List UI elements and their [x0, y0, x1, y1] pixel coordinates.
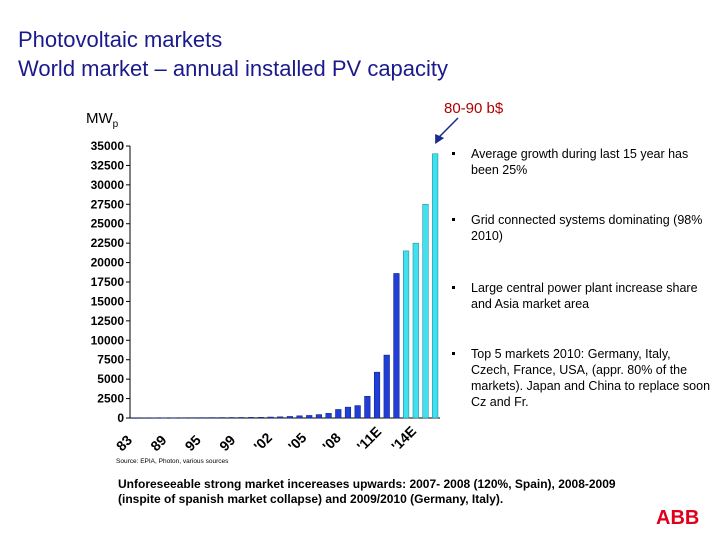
bullet-text: Grid connected systems dominating (98% 2… — [471, 213, 703, 243]
installed-bar — [248, 417, 255, 419]
installed-bar — [141, 417, 148, 419]
installed-bar — [315, 414, 322, 419]
installed-bar — [131, 417, 138, 419]
installed-bar — [228, 417, 235, 419]
y-tick-label: 20000 — [91, 256, 125, 270]
footer-note: Unforeseeable strong market incereases u… — [118, 477, 616, 506]
y-tick-label: 30000 — [91, 178, 125, 192]
installed-bar — [180, 417, 187, 419]
y-axis-unit: MWp — [86, 110, 118, 130]
y-tick-label: 2500 — [97, 392, 124, 406]
x-tick-label: '08 — [319, 429, 344, 454]
slide-title-line2: World market – annual installed PV capac… — [18, 56, 449, 81]
installed-bar — [335, 409, 342, 419]
installed-bar — [238, 417, 245, 419]
installed-bar — [306, 415, 313, 419]
estimate-bar — [422, 204, 429, 419]
bullet-dot-icon — [452, 152, 455, 155]
bullet-text: Large central power plant increase share… — [471, 281, 698, 311]
estimate-bar — [403, 250, 410, 419]
installed-bar — [373, 371, 381, 419]
bullet-item: Top 5 markets 2010: Germany, Italy, Czec… — [450, 346, 712, 410]
installed-bar — [286, 416, 293, 419]
estimate-bar — [412, 242, 419, 419]
installed-bar — [393, 273, 400, 419]
bullet-dot-icon — [452, 218, 455, 221]
bullet-dot-icon — [452, 286, 455, 289]
x-tick-label: '05 — [285, 429, 310, 454]
y-tick-label: 22500 — [91, 236, 125, 250]
bullet-item: Grid connected systems dominating (98% 2… — [450, 212, 712, 244]
y-tick-label: 12500 — [91, 314, 125, 328]
x-tick-label: 99 — [216, 432, 238, 454]
y-tick-label: 5000 — [97, 372, 124, 386]
estimate-bar — [432, 153, 439, 419]
x-tick-label: 83 — [113, 432, 135, 454]
installed-bar — [277, 416, 284, 419]
x-tick-label: '02 — [250, 429, 275, 454]
installed-bar — [170, 417, 177, 419]
installed-bar — [267, 416, 274, 419]
bullet-item: Average growth during last 15 year has b… — [450, 146, 712, 178]
installed-bar — [354, 405, 361, 419]
slide-title-line1: Photovoltaic markets — [18, 27, 223, 52]
market-value-annotation: 80-90 b$ — [444, 100, 504, 117]
y-tick-label: 32500 — [91, 158, 125, 172]
y-tick-label: 0 — [117, 411, 124, 425]
installed-bar — [218, 417, 226, 419]
x-tick-label: 95 — [182, 432, 204, 454]
y-axis-unit-sub: p — [112, 119, 119, 130]
installed-bar — [151, 417, 158, 419]
y-tick-label: 35000 — [91, 139, 125, 153]
x-tick-label: '11E — [354, 423, 385, 454]
installed-bar — [364, 395, 371, 419]
annotation-arrow-head-icon — [435, 134, 445, 144]
bullet-item: Large central power plant increase share… — [450, 280, 712, 312]
y-tick-label: 10000 — [91, 333, 125, 347]
y-tick-label: 25000 — [91, 217, 125, 231]
y-tick-label: 17500 — [91, 275, 125, 289]
y-axis-unit-main: MW — [86, 110, 113, 127]
installed-bar — [257, 417, 264, 419]
bullet-text: Average growth during last 15 year has b… — [471, 147, 689, 177]
y-tick-label: 15000 — [91, 294, 125, 308]
installed-bar — [296, 415, 303, 419]
installed-bar — [160, 417, 167, 419]
x-tick-label: 89 — [147, 432, 169, 454]
bullet-text: Top 5 markets 2010: Germany, Italy, Czec… — [471, 347, 711, 409]
installed-bar — [325, 413, 332, 419]
y-tick-label: 27500 — [91, 197, 125, 211]
y-tick-label: 7500 — [97, 353, 124, 367]
installed-bar — [209, 417, 216, 419]
installed-bar — [199, 417, 206, 419]
installed-bar — [189, 417, 197, 419]
x-tick-label: '14E — [388, 423, 419, 454]
installed-bar — [344, 406, 352, 419]
bullet-dot-icon — [452, 352, 455, 355]
installed-bar — [383, 354, 390, 419]
annotation-arrow-line — [437, 117, 459, 139]
chart-source: Source: EPIA, Photon, various sources — [116, 458, 229, 465]
abb-logo: ABB — [656, 507, 700, 529]
